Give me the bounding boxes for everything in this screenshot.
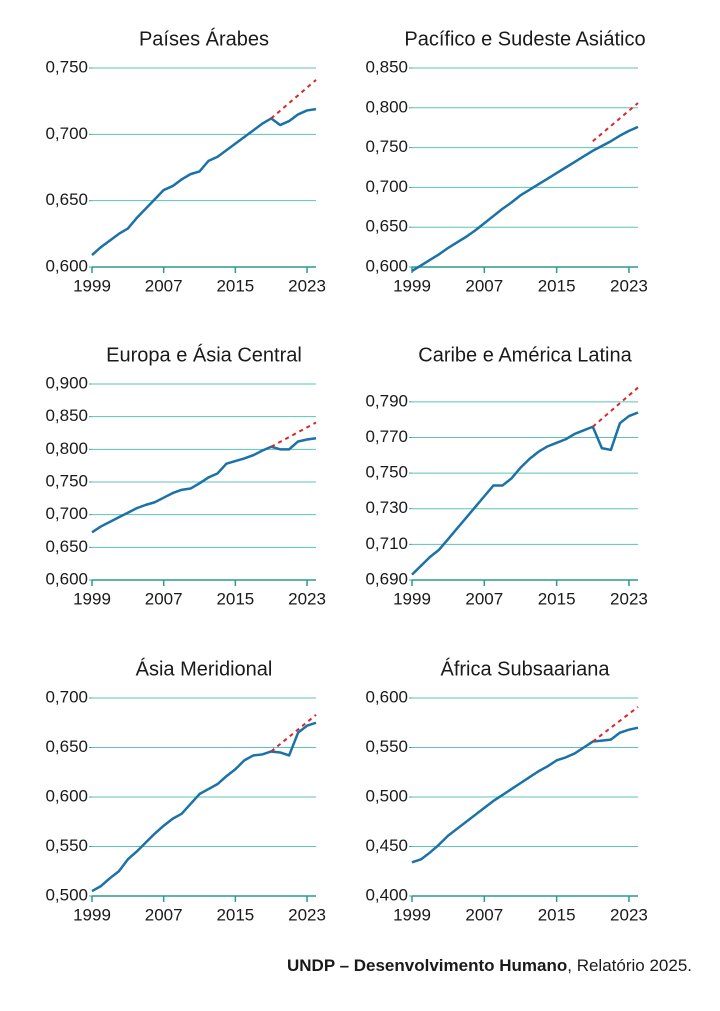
y-tick-label: 0,690 bbox=[365, 569, 408, 588]
data-line bbox=[411, 411, 639, 576]
chart-panel: Europa e Ásia Central 0,600 0,650 0,700 0,75… bbox=[45, 343, 326, 608]
x-tick-label: 1999 bbox=[73, 589, 111, 608]
chart-panel: Ásia Meridional 0,500 0,550 0,600 0,650 0,700… bbox=[45, 657, 326, 924]
x-tick-label: 2007 bbox=[465, 589, 503, 608]
y-tick-label: 0,550 bbox=[45, 836, 88, 855]
x-tick-label: 2007 bbox=[465, 905, 503, 924]
chart-title: Países Árabes bbox=[139, 27, 269, 50]
y-tick-label: 0,800 bbox=[45, 439, 88, 458]
y-tick-label: 0,770 bbox=[365, 427, 408, 446]
x-tick-label: 2023 bbox=[288, 276, 326, 295]
chart-panel: Pacífico e Sudeste Asiático 0,600 0,650 0,7… bbox=[365, 28, 647, 295]
y-tick-label: 0,800 bbox=[365, 97, 408, 116]
chart-title: Pacífico e Sudeste Asiático bbox=[404, 28, 645, 50]
x-tick-label: 1999 bbox=[393, 905, 431, 924]
x-tick-label: 2015 bbox=[216, 905, 254, 924]
y-tick-label: 0,700 bbox=[45, 687, 88, 706]
y-tick-label: 0,450 bbox=[365, 836, 408, 855]
chart-title: Europa e Ásia Central bbox=[106, 343, 302, 366]
x-tick-label: 2007 bbox=[145, 905, 183, 924]
projection-line bbox=[270, 714, 317, 753]
x-tick-label: 2023 bbox=[610, 276, 648, 295]
source: UNDP – Desenvolvimento Humano, Relatório… bbox=[287, 956, 692, 976]
y-tick-label: 0,710 bbox=[365, 534, 408, 553]
x-tick-label: 2023 bbox=[610, 589, 648, 608]
y-tick-label: 0,650 bbox=[45, 190, 88, 209]
y-tick-label: 0,400 bbox=[365, 885, 408, 904]
projection-line bbox=[270, 421, 317, 448]
y-tick-label: 0,850 bbox=[45, 406, 88, 425]
y-tick-label: 0,700 bbox=[365, 177, 408, 196]
source-text: , Relatório 2025. bbox=[567, 956, 692, 975]
chart-panel: Caribe e América Latina 0,690 0,710 0,730 0,… bbox=[365, 344, 647, 608]
y-tick-label: 0,500 bbox=[45, 885, 88, 904]
y-tick-label: 0,790 bbox=[365, 391, 408, 410]
y-tick-label: 0,750 bbox=[45, 57, 88, 76]
y-tick-label: 0,600 bbox=[45, 256, 88, 275]
chart-title: Ásia Meridional bbox=[136, 657, 273, 680]
y-tick-label: 0,750 bbox=[45, 471, 88, 490]
data-line bbox=[411, 125, 639, 273]
source-author: UNDP – Desenvolvimento Humano bbox=[286, 956, 568, 975]
data-line bbox=[91, 107, 317, 256]
x-tick-label: 2015 bbox=[538, 905, 576, 924]
y-tick-label: 0,730 bbox=[365, 498, 408, 517]
y-tick-label: 0,750 bbox=[365, 137, 408, 156]
y-tick-label: 0,550 bbox=[365, 737, 408, 756]
x-tick-label: 2015 bbox=[216, 276, 254, 295]
y-tick-label: 0,600 bbox=[365, 687, 408, 706]
x-tick-label: 2015 bbox=[538, 276, 576, 295]
y-tick-label: 0,600 bbox=[45, 786, 88, 805]
projection-line bbox=[592, 386, 639, 428]
chart-title: África Subsaariana bbox=[441, 657, 611, 680]
projection-line bbox=[592, 706, 639, 743]
x-tick-label: 1999 bbox=[73, 276, 111, 295]
x-tick-label: 1999 bbox=[393, 276, 431, 295]
y-tick-label: 0,900 bbox=[45, 373, 88, 392]
chart-title: Caribe e América Latina bbox=[418, 344, 632, 366]
x-tick-label: 1999 bbox=[73, 905, 111, 924]
y-tick-label: 0,650 bbox=[45, 737, 88, 756]
x-tick-label: 2007 bbox=[145, 276, 183, 295]
y-tick-label: 0,650 bbox=[45, 537, 88, 556]
y-tick-label: 0,600 bbox=[45, 569, 88, 588]
data-line bbox=[91, 436, 317, 534]
y-tick-label: 0,750 bbox=[365, 463, 408, 482]
y-tick-label: 0,700 bbox=[45, 504, 88, 523]
x-tick-label: 2015 bbox=[216, 589, 254, 608]
x-tick-label: 2023 bbox=[288, 905, 326, 924]
y-tick-label: 0,500 bbox=[365, 786, 408, 805]
y-tick-label: 0,600 bbox=[365, 256, 408, 275]
x-tick-label: 2015 bbox=[538, 589, 576, 608]
x-tick-label: 1999 bbox=[393, 589, 431, 608]
chart-panel: África Subsaariana 0,400 0,450 0,500 0,550 0,… bbox=[365, 657, 647, 924]
projection-line bbox=[270, 79, 317, 120]
y-tick-label: 0,700 bbox=[45, 124, 88, 143]
x-tick-label: 2023 bbox=[288, 589, 326, 608]
projection-line bbox=[592, 102, 639, 142]
x-tick-label: 2023 bbox=[610, 905, 648, 924]
y-tick-label: 0,650 bbox=[365, 217, 408, 236]
data-line bbox=[411, 726, 639, 864]
x-tick-label: 2007 bbox=[465, 276, 503, 295]
chart-panel: Países Árabes 0,600 0,650 0,700 0,750 1999 200… bbox=[45, 27, 326, 295]
y-tick-label: 0,850 bbox=[365, 57, 408, 76]
data-line bbox=[91, 721, 317, 893]
x-tick-label: 2007 bbox=[145, 589, 183, 608]
